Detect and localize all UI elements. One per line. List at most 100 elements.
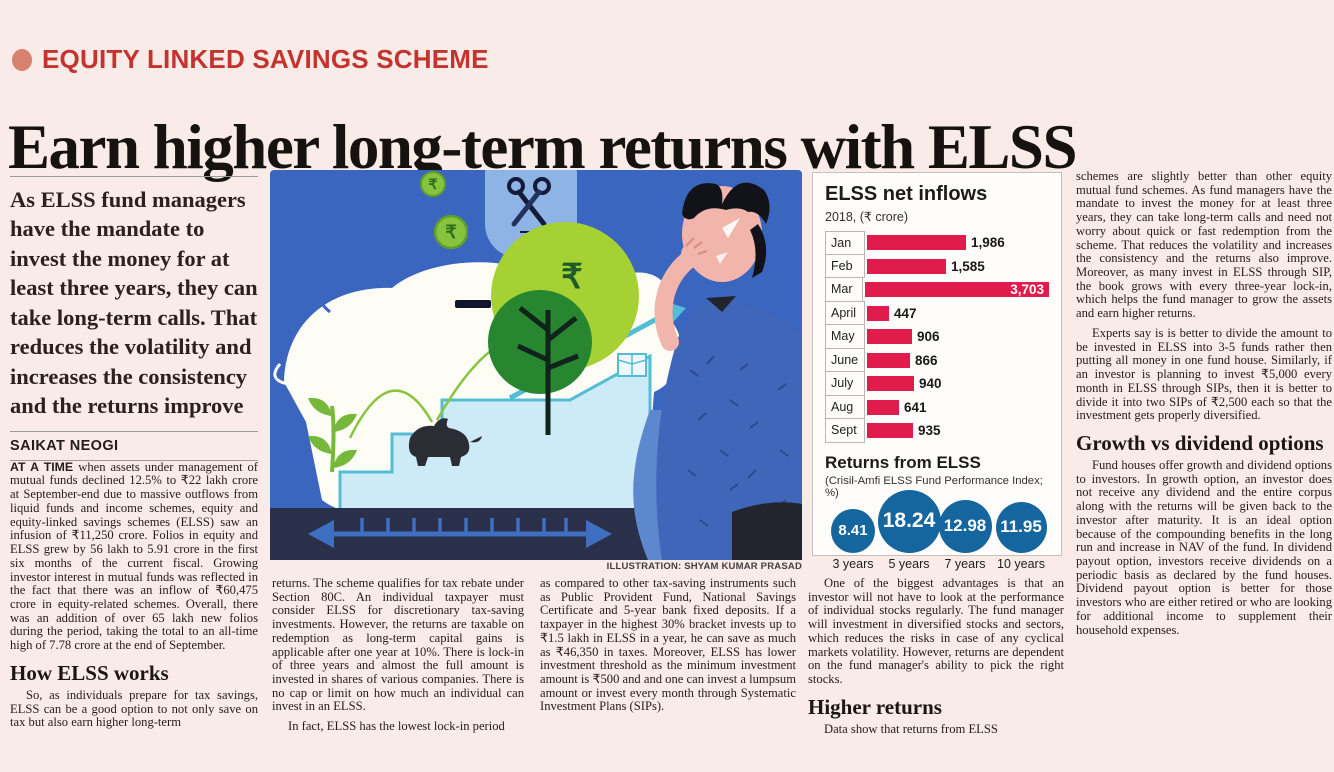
svg-text:₹: ₹ (561, 258, 583, 296)
return-value-circle: 18.24 (877, 489, 941, 553)
bar-value-label: 3,703 (1010, 282, 1044, 298)
return-value-circle: 12.98 (938, 499, 992, 553)
arm (654, 251, 697, 351)
bar-category-label: Sept (825, 418, 865, 443)
return-period-label: 5 years (888, 556, 930, 571)
author-byline: SAIKAT NEOGI (10, 437, 119, 454)
bar-category-label: Feb (825, 253, 865, 278)
collar (706, 296, 736, 312)
face-highlight (716, 252, 728, 264)
bar-track: 906 (865, 329, 1049, 345)
divider (10, 176, 258, 177)
subhead-how-elss-works: How ELSS works (10, 660, 169, 685)
text-column-2: returns. The scheme qualifies for tax re… (272, 577, 524, 770)
bar (867, 423, 913, 439)
piggy-tail-curl (273, 363, 297, 386)
bar-row: Sept 935 (825, 418, 1049, 443)
text-column-5: schemes are slightly better than other e… (1076, 170, 1332, 770)
returns-title: Returns from ELSS (825, 452, 981, 472)
body-paragraph: as compared to other tax-saving instrume… (540, 577, 796, 714)
bar (867, 305, 889, 321)
bar-row: May 906 (825, 324, 1049, 349)
bar-row: Aug 641 (825, 394, 1049, 419)
bar-track: 940 (865, 376, 1049, 392)
bar (867, 399, 899, 415)
subhead-growth-vs-dividend: Growth vs dividend options (1076, 430, 1324, 455)
body-paragraph: Data show that returns from ELSS (824, 721, 998, 736)
bullet-dot-icon (12, 48, 32, 71)
piggy-ear-curl (318, 280, 331, 314)
bar-row: Jan 1,986 (825, 231, 1049, 255)
elss-inflows-panel: ELSS net inflows 2018, (₹ crore) Jan 1,98… (812, 172, 1062, 571)
hair (682, 182, 770, 224)
bar-row: Feb 1,585 (825, 253, 1049, 278)
body-paragraph: One of the biggest advantages is that an… (808, 577, 1064, 687)
divider (10, 430, 258, 432)
return-value-circle: 8.41 (831, 508, 875, 553)
bar-category-label: Jan (825, 231, 865, 255)
paragraph-text: when assets under management of mutual f… (10, 459, 258, 653)
return-period-label: 10 years (997, 556, 1045, 571)
coin-slot (455, 300, 491, 308)
return-value-circle: 11.95 (995, 501, 1047, 553)
bar (867, 352, 910, 368)
bar-value-label: 906 (917, 329, 940, 345)
bar (865, 282, 1049, 298)
bar-category-label: July (825, 371, 865, 396)
text-column-3: as compared to other tax-saving instrume… (540, 577, 796, 770)
bar-category-label: May (825, 324, 865, 349)
piggy-bank-illustration: ₹ ₹ ₹ ₹ (270, 140, 802, 560)
bar-track: 447 (865, 305, 1049, 321)
hand (681, 243, 703, 265)
bar-chart: Jan 1,986 Feb 1,585 Mar 3,703 April 447 May 906 Ju… (825, 231, 1049, 443)
fingers (685, 237, 708, 256)
bar-track: 935 (865, 423, 1049, 439)
return-item: 8.41 3 years (825, 508, 881, 571)
body-paragraph: returns. The scheme qualifies for tax re… (272, 577, 524, 714)
bar-row: April 447 (825, 300, 1049, 325)
hair-side (750, 224, 767, 278)
bar-track: 3,703 (863, 282, 1049, 298)
bar-value-label: 1,986 (971, 235, 1005, 251)
returns-subtitle: (Crisil-Amfi ELSS Fund Performance Index… (825, 474, 1043, 499)
bar-value-label: 1,585 (951, 258, 985, 274)
ruler-arrow (308, 518, 612, 548)
bar-value-label: 935 (918, 423, 941, 439)
return-item: 12.98 7 years (937, 499, 993, 571)
bar (867, 235, 966, 251)
book-icon (617, 353, 647, 377)
lede-prefix: AT A TIME (10, 459, 79, 474)
section-kicker: EQUITY LINKED SAVINGS SCHEME (12, 44, 489, 75)
return-item: 11.95 10 years (993, 501, 1049, 571)
return-item: 18.24 5 years (877, 489, 941, 571)
body-paragraph: Experts say is is better to divide the a… (1076, 325, 1332, 423)
bar-category-label: June (825, 347, 865, 372)
body-paragraph: AT A TIME when assets under management o… (10, 459, 258, 653)
body-paragraph: Fund houses offer growth and dividend op… (1076, 457, 1332, 637)
bar-track: 866 (865, 352, 1049, 368)
return-period-label: 3 years (832, 556, 874, 571)
bar-value-label: 641 (904, 399, 927, 415)
thinking-man (633, 182, 802, 560)
subhead-higher-returns: Higher returns (808, 694, 942, 719)
bar-category-label: Aug (825, 394, 865, 419)
plant-sprout (308, 397, 357, 473)
article-standfirst: As ELSS fund managers have the mandate t… (10, 187, 258, 419)
tree-with-rupee: ₹ (488, 222, 639, 435)
return-period-label: 7 years (944, 556, 986, 571)
svg-text:₹: ₹ (429, 176, 438, 192)
bar-track: 641 (865, 399, 1049, 415)
bar-category-label: April (825, 300, 865, 325)
svg-text:₹: ₹ (445, 222, 457, 242)
bar-value-label: 940 (919, 376, 942, 392)
bar (867, 258, 946, 274)
returns-circles: 8.41 3 years 18.24 5 years 12.98 7 years 11.95… (825, 489, 1049, 571)
bull-icon (408, 418, 482, 466)
body-paragraph: So, as individuals prepare for tax savin… (10, 687, 258, 730)
trousers (732, 502, 802, 560)
bar-track: 1,986 (865, 235, 1049, 251)
face-highlight (722, 218, 740, 238)
bar-value-label: 447 (894, 305, 917, 321)
body-paragraph: In fact, ELSS has the lowest lock-in per… (288, 719, 505, 734)
divider (10, 459, 258, 461)
